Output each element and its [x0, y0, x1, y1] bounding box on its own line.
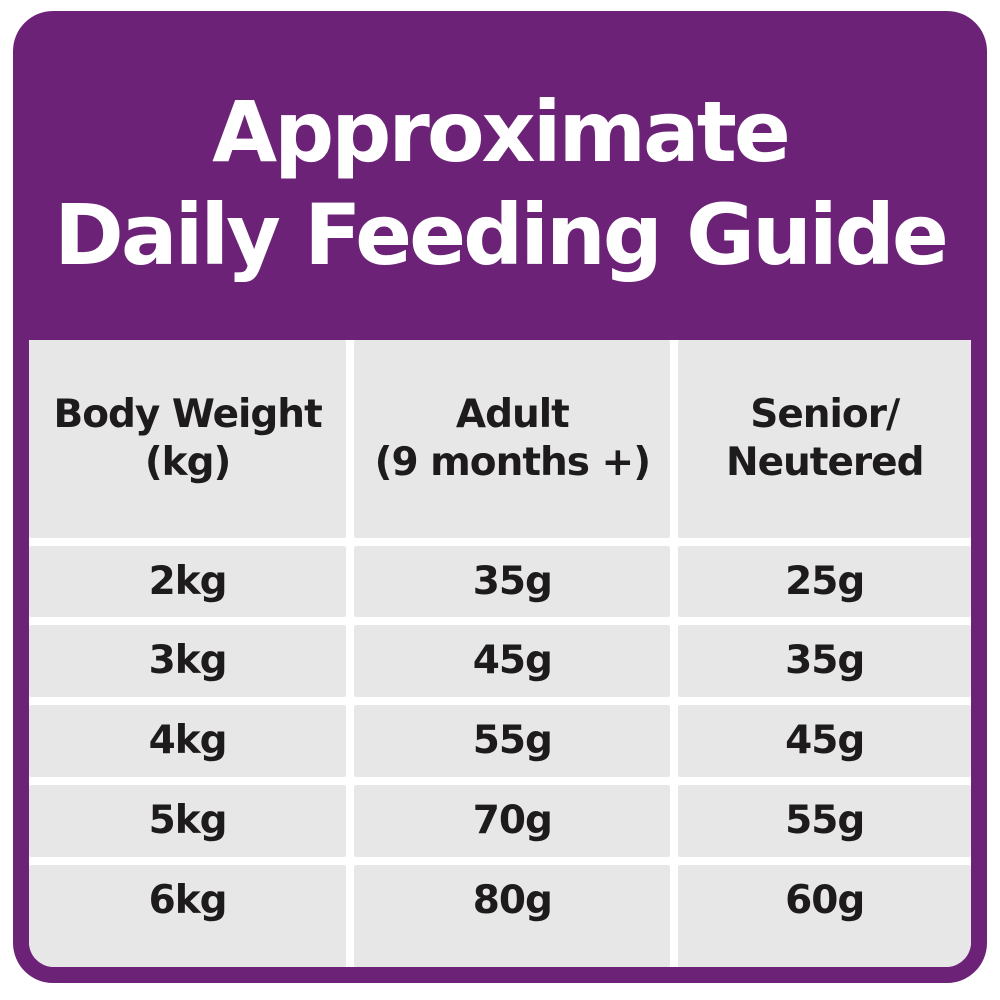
feeding-guide-card: Approximate Daily Feeding Guide Body Wei… — [13, 11, 987, 983]
column-header-line: Body Weight — [53, 392, 323, 438]
column-header-senior-neutered: Senior/ Neutered — [678, 340, 971, 538]
column-header-line: Senior/ — [750, 392, 900, 438]
cell-senior-amount: 60g — [678, 865, 971, 967]
cell-body-weight: 3kg — [29, 625, 347, 697]
cell-senior-amount: 25g — [678, 546, 971, 617]
column-header-line: Neutered — [725, 440, 925, 485]
column-header-adult: Adult (9 months +) — [354, 340, 671, 538]
feeding-table: Body Weight (kg) Adult (9 months +) Seni… — [29, 340, 971, 967]
cell-body-weight: 5kg — [29, 785, 347, 857]
cell-adult-amount: 35g — [354, 546, 671, 617]
column-header-line: Adult — [455, 392, 570, 438]
column-header-body-weight: Body Weight (kg) — [29, 340, 347, 538]
cell-adult-amount: 80g — [354, 865, 671, 967]
column-header-line: (9 months +) — [374, 440, 651, 485]
title-line-1: Approximate — [212, 83, 791, 182]
cell-body-weight: 6kg — [29, 865, 347, 967]
cell-senior-amount: 55g — [678, 785, 971, 857]
cell-adult-amount: 70g — [354, 785, 671, 857]
page-title: Approximate Daily Feeding Guide — [54, 81, 949, 286]
column-header-line: (kg) — [144, 440, 232, 485]
cell-senior-amount: 35g — [678, 625, 971, 697]
cell-adult-amount: 45g — [354, 625, 671, 697]
cell-senior-amount: 45g — [678, 705, 971, 777]
cell-adult-amount: 55g — [354, 705, 671, 777]
title-line-2: Daily Feeding Guide — [54, 185, 949, 284]
cell-body-weight: 4kg — [29, 705, 347, 777]
card-header: Approximate Daily Feeding Guide — [29, 27, 971, 340]
cell-body-weight: 2kg — [29, 546, 347, 617]
